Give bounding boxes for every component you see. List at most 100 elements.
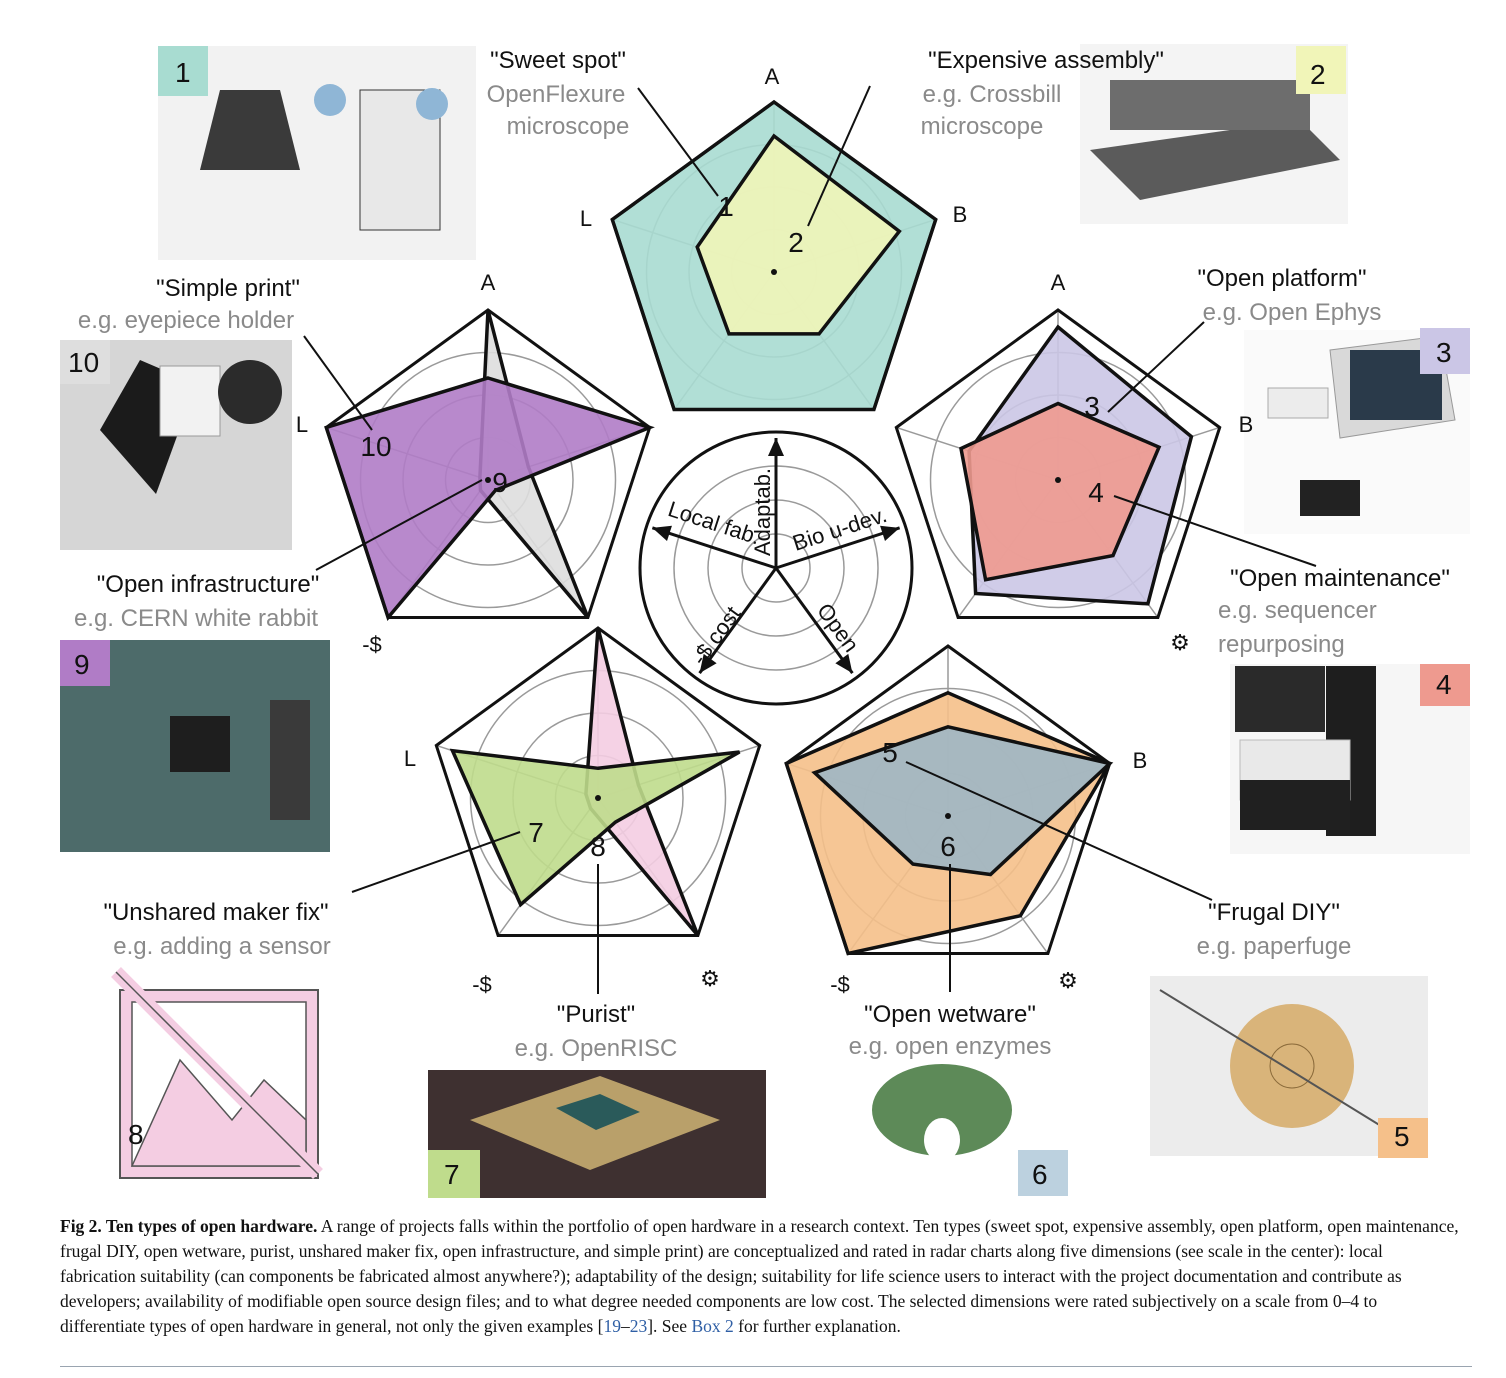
legend-axis-adaptab: Adaptab. [750, 468, 775, 556]
label-6-example: e.g. open enzymes [849, 1033, 1052, 1060]
open-source-gear-icon: ⚙ [1058, 968, 1078, 993]
label-3-title: "Open platform" [1197, 265, 1366, 292]
radar-series-8 [449, 748, 741, 908]
radar-series-10 [324, 376, 655, 622]
label-7-title: "Purist" [557, 1001, 635, 1028]
radar-panel-1: 1 2 A B L [580, 64, 968, 412]
label-1-title: "Sweet spot" [490, 47, 626, 74]
photo-4-sequencer [1230, 664, 1470, 854]
label-4-example2: repurposing [1218, 631, 1345, 658]
radar-series-label-2: 2 [788, 227, 804, 258]
label-1-example: OpenFlexure [487, 81, 626, 108]
radar-center-dot [595, 795, 601, 801]
legend-arrow-head [652, 525, 672, 541]
photo-8-maker-fix [111, 967, 323, 1179]
photo-tag-8: 8 [128, 1119, 144, 1150]
open-source-gear-icon: ⚙ [1170, 630, 1190, 655]
photo-tag-2: 2 [1310, 59, 1326, 90]
caption-body-2: ]. See [647, 1316, 692, 1336]
radar-series-4 [959, 401, 1162, 582]
label-2-example: e.g. Crossbill [923, 81, 1062, 108]
radar-series-2 [695, 133, 902, 336]
photo-9-white-rabbit [60, 640, 330, 852]
radar-frame [324, 308, 652, 619]
legend-axis-local: Local fab. [665, 496, 763, 549]
photo-tag-5: 5 [1394, 1121, 1410, 1152]
label-8-title: "Unshared maker fix" [103, 899, 328, 926]
legend-axis-arrow [651, 526, 777, 570]
radar-panel-4: 7 8 L -$ ⚙ [404, 626, 762, 997]
radar-series-label-6: 6 [940, 831, 956, 862]
label-4-title: "Open maintenance" [1230, 565, 1450, 592]
radar-axis-cost: -$ [830, 972, 850, 997]
legend-arrow-head [699, 653, 717, 674]
radar-panel-5: 9 10 A L -$ [296, 270, 655, 657]
caption-body-3: for further explanation. [733, 1316, 901, 1336]
label-4-example: e.g. sequencer [1218, 597, 1377, 624]
label-7-example: e.g. OpenRISC [515, 1035, 678, 1062]
caption-body: A range of projects falls within the por… [60, 1216, 1459, 1336]
photo-tag-6: 6 [1032, 1159, 1048, 1190]
photo-tag-3: 3 [1436, 337, 1452, 368]
label-2-title: "Expensive assembly" [928, 47, 1164, 74]
label-10-example: e.g. eyepiece holder [78, 307, 294, 334]
radar-axis-letter: B [953, 202, 968, 227]
bottom-rule [60, 1366, 1472, 1367]
radar-series-label-4: 4 [1088, 477, 1104, 508]
legend-axis-arrow [774, 567, 854, 675]
legend-axis-arrow [775, 526, 901, 570]
label-9-title: "Open infrastructure" [97, 571, 319, 598]
radar-axis-cost: -$ [362, 632, 382, 657]
legend-axis-cost: -$ cost [686, 602, 745, 670]
open-hardware-figure: 1 2 3 4 5 6 7 8 9 10 1 2 A B L 3 4 A B ⚙ 5 6 B -$ ⚙ 7 8 L… [60, 44, 1470, 1198]
photo-tag-7: 7 [444, 1159, 460, 1190]
radar-axis-letter: B [1239, 412, 1254, 437]
legend-arrow-head [880, 525, 900, 541]
radar-series-label-5: 5 [882, 737, 898, 768]
radar-series-label-7: 7 [528, 817, 544, 848]
radar-charts: 1 2 A B L 3 4 A B ⚙ 5 6 B -$ ⚙ 7 8 L -$ ⚙ 9 10 A L -$ [296, 64, 1253, 997]
type-labels: "Sweet spot" OpenFlexure microscope "Exp… [74, 47, 1450, 1062]
radar-axis-letter: L [404, 746, 416, 771]
radar-series-label-9: 9 [492, 467, 508, 498]
photo-7-openrisc [428, 1070, 766, 1198]
radar-axis-letter: B [1133, 748, 1148, 773]
label-5-example: e.g. paperfuge [1197, 933, 1352, 960]
label-1-example2: microscope [507, 113, 630, 140]
radar-center-dot [945, 813, 951, 819]
caption-box-2-link[interactable]: Box 2 [691, 1316, 734, 1336]
radar-series-label-10: 10 [360, 431, 391, 462]
radar-series-label-8: 8 [590, 831, 606, 862]
photo-3-open-ephys [1244, 328, 1470, 534]
photo-tag-9: 9 [74, 649, 90, 680]
radar-center-dot [485, 477, 491, 483]
label-2-example2: microscope [921, 113, 1044, 140]
label-9-example: e.g. CERN white rabbit [74, 605, 318, 632]
example-photos [60, 44, 1470, 1198]
caption-ref-19[interactable]: 19 [603, 1316, 621, 1336]
radar-panel-3: 5 6 B -$ ⚙ [784, 644, 1148, 997]
radar-axis-letter: A [1051, 270, 1066, 295]
legend-axis-arrow [698, 567, 778, 675]
radar-axis-letter: A [765, 64, 780, 89]
radar-axis-letter: A [481, 270, 496, 295]
caption-label: Fig 2. Ten types of open hardware. [60, 1216, 318, 1236]
caption-ref-23[interactable]: 23 [629, 1316, 648, 1336]
photo-1-openflexure [158, 46, 476, 260]
radar-series-label-1: 1 [718, 191, 734, 222]
legend-arrow-head [835, 653, 853, 674]
radar-center-dot [1055, 477, 1061, 483]
radar-axis-letter: L [296, 412, 308, 437]
open-source-gear-icon: ⚙ [700, 966, 720, 991]
label-8-example: e.g. adding a sensor [113, 933, 331, 960]
photo-2-crossbill [1080, 44, 1348, 224]
radar-frame [784, 644, 1112, 955]
photo-5-paperfuge [1150, 976, 1428, 1158]
legend-arrow-head [768, 438, 784, 456]
label-10-title: "Simple print" [156, 275, 300, 302]
radar-center-dot [771, 269, 777, 275]
radar-frame [894, 308, 1222, 619]
radar-panel-2: 3 4 A B ⚙ [894, 270, 1254, 655]
radar-series-label-3: 3 [1084, 391, 1100, 422]
label-5-title: "Frugal DIY" [1208, 899, 1340, 926]
